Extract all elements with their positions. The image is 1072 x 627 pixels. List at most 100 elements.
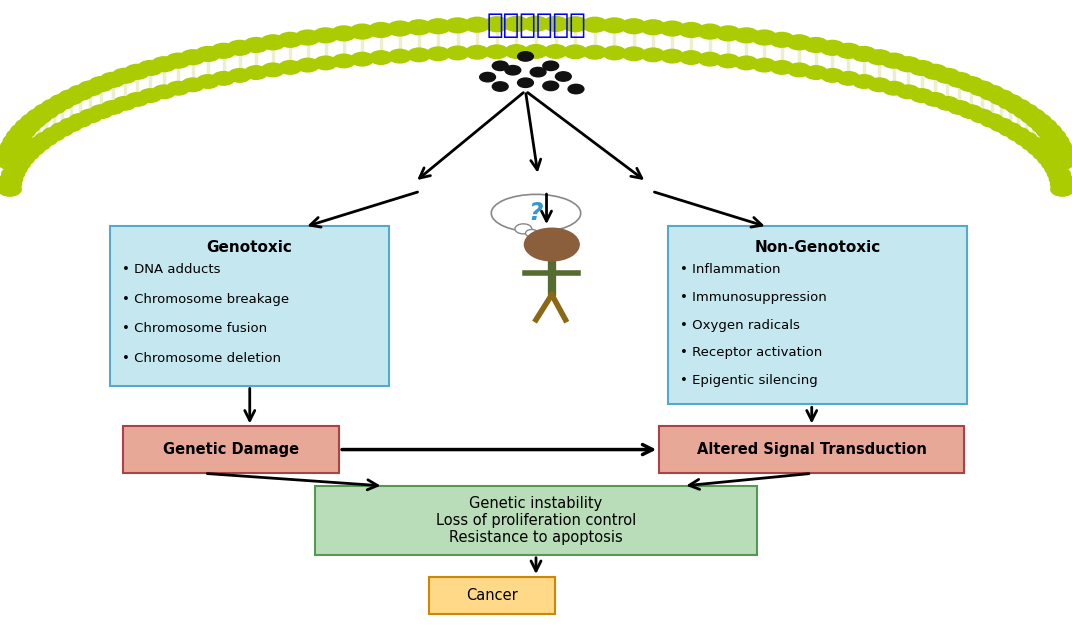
Circle shape (89, 76, 114, 92)
Circle shape (485, 17, 509, 31)
Circle shape (531, 68, 546, 77)
Circle shape (544, 16, 568, 31)
Circle shape (998, 95, 1023, 109)
Circle shape (820, 40, 845, 55)
Circle shape (1006, 99, 1030, 114)
Circle shape (124, 65, 150, 79)
Circle shape (313, 28, 338, 43)
Circle shape (563, 17, 587, 31)
Circle shape (58, 90, 84, 105)
Circle shape (369, 23, 393, 38)
Circle shape (959, 105, 982, 119)
Circle shape (524, 228, 579, 261)
Circle shape (278, 33, 302, 47)
Circle shape (623, 47, 645, 61)
Text: Genetic instability
Loss of proliferation control
Resistance to apoptosis: Genetic instability Loss of proliferatio… (436, 495, 636, 545)
Circle shape (0, 172, 23, 186)
Circle shape (1014, 132, 1038, 145)
Text: • Epigentic silencing: • Epigentic silencing (680, 374, 818, 387)
Circle shape (1041, 129, 1066, 144)
Circle shape (486, 45, 508, 58)
Circle shape (59, 118, 83, 132)
Text: Genotoxic: Genotoxic (206, 240, 293, 255)
Circle shape (1027, 142, 1051, 155)
Text: Cancer: Cancer (466, 588, 518, 603)
Circle shape (0, 149, 23, 164)
Circle shape (211, 43, 236, 58)
Circle shape (388, 50, 412, 63)
Circle shape (196, 75, 220, 88)
Text: ?: ? (528, 201, 544, 225)
Text: • Oxygen radicals: • Oxygen radicals (680, 319, 800, 332)
Text: Non-Genotoxic: Non-Genotoxic (755, 240, 880, 255)
Circle shape (167, 82, 190, 95)
Circle shape (555, 72, 571, 82)
Circle shape (1013, 104, 1039, 119)
Circle shape (804, 38, 829, 53)
Circle shape (68, 85, 92, 100)
Circle shape (958, 76, 983, 92)
Circle shape (15, 119, 40, 134)
Circle shape (770, 33, 794, 47)
Circle shape (2, 167, 25, 181)
Circle shape (243, 38, 268, 53)
Circle shape (50, 123, 73, 136)
Circle shape (166, 53, 191, 68)
Circle shape (227, 40, 252, 55)
Circle shape (279, 61, 301, 74)
Circle shape (260, 35, 285, 50)
Circle shape (988, 90, 1014, 105)
Circle shape (515, 224, 532, 234)
Circle shape (79, 109, 102, 123)
FancyBboxPatch shape (123, 426, 339, 473)
Circle shape (1021, 109, 1045, 124)
Circle shape (28, 137, 50, 150)
Circle shape (935, 68, 959, 83)
Circle shape (970, 109, 993, 123)
Circle shape (524, 45, 548, 58)
Circle shape (1049, 172, 1072, 186)
Circle shape (195, 46, 221, 61)
Text: • Inflammation: • Inflammation (680, 263, 780, 277)
Circle shape (445, 18, 470, 33)
Circle shape (582, 18, 608, 32)
Circle shape (180, 50, 205, 65)
Circle shape (980, 113, 1003, 127)
Circle shape (49, 95, 74, 109)
Circle shape (1, 139, 26, 154)
Circle shape (152, 85, 176, 98)
Circle shape (114, 97, 136, 110)
Circle shape (505, 66, 521, 75)
Circle shape (753, 58, 776, 72)
Text: 경유미세먼지: 경유미세먼지 (486, 11, 586, 39)
Circle shape (0, 177, 21, 191)
Circle shape (989, 118, 1013, 132)
Circle shape (545, 45, 567, 58)
Circle shape (296, 58, 319, 72)
Circle shape (699, 53, 721, 66)
Circle shape (969, 81, 994, 96)
Circle shape (244, 66, 267, 80)
Circle shape (1037, 124, 1061, 139)
Circle shape (370, 51, 392, 65)
Circle shape (101, 101, 124, 114)
Circle shape (909, 61, 934, 75)
Text: Altered Signal Transduction: Altered Signal Transduction (697, 443, 926, 457)
Circle shape (837, 71, 860, 85)
Circle shape (139, 89, 162, 102)
Circle shape (479, 72, 495, 82)
Circle shape (1048, 144, 1072, 159)
Circle shape (947, 73, 972, 87)
Circle shape (948, 101, 971, 114)
Circle shape (42, 127, 65, 141)
Circle shape (1051, 177, 1072, 191)
Circle shape (821, 68, 844, 82)
Circle shape (923, 93, 947, 106)
Circle shape (896, 85, 920, 98)
Circle shape (679, 23, 703, 38)
FancyBboxPatch shape (429, 577, 555, 614)
Circle shape (262, 63, 284, 76)
Circle shape (113, 68, 137, 83)
Circle shape (11, 124, 35, 139)
Circle shape (492, 82, 508, 91)
